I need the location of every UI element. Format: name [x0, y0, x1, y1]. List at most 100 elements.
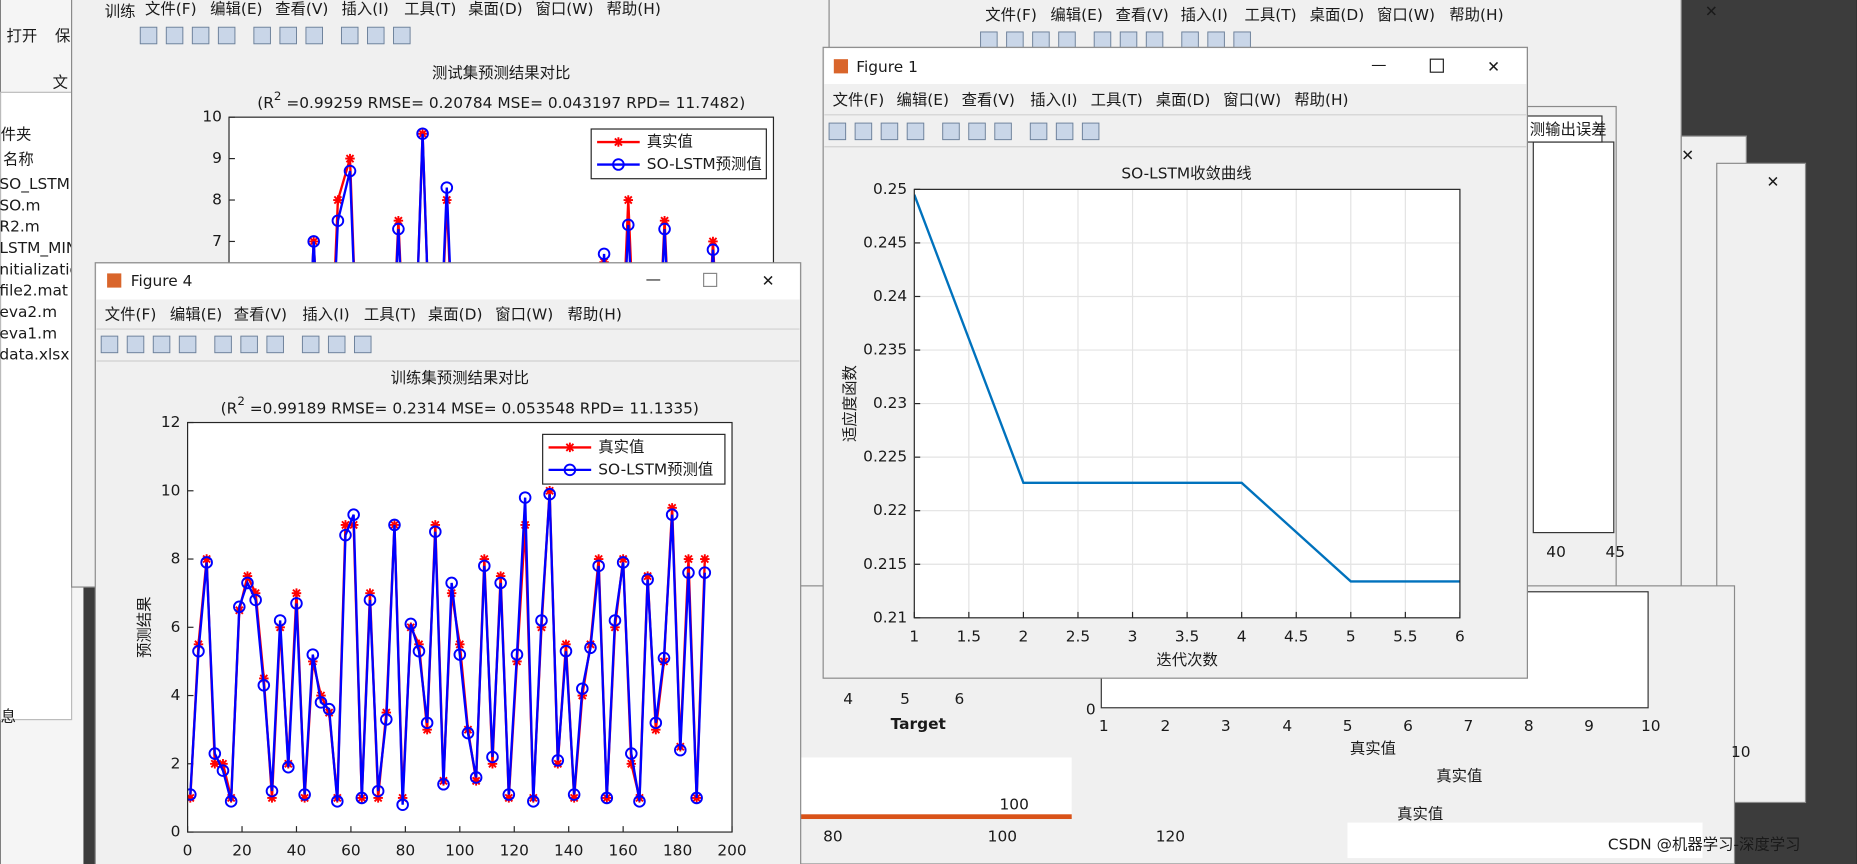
menu-item[interactable]: 帮助(H) [607, 0, 661, 18]
toolbar-icon[interactable] [214, 335, 232, 354]
marker [298, 788, 311, 801]
menu-item[interactable]: 文件(F) [833, 91, 885, 109]
menu-item[interactable]: 文件(F) [105, 305, 157, 323]
toolbar-icon[interactable] [1029, 122, 1048, 141]
toolbar-icon[interactable] [994, 122, 1012, 141]
marker [355, 791, 369, 805]
toolbar-icon[interactable] [139, 26, 158, 45]
marker [553, 759, 563, 769]
menu-item[interactable]: 查看(V) [962, 91, 1015, 109]
menu-item[interactable]: 桌面(D) [468, 0, 523, 18]
toolbar-icon[interactable] [1058, 31, 1076, 49]
toolbar-icon[interactable] [253, 26, 271, 45]
toolbar-icon[interactable] [152, 335, 171, 354]
menu-item[interactable]: 文件(F) [145, 0, 197, 18]
toolbar-icon[interactable] [178, 335, 197, 354]
toolbar-icon[interactable] [1145, 31, 1164, 49]
maximize-button[interactable] [1429, 58, 1444, 73]
menu-item[interactable]: 帮助(H) [1449, 6, 1503, 24]
toolbar-icon[interactable] [367, 26, 385, 45]
menu-item[interactable]: 桌面(D) [1310, 6, 1365, 24]
toolbar-icon[interactable] [327, 335, 346, 354]
toolbar-icon[interactable] [279, 26, 297, 45]
toolbar-icon[interactable] [1181, 31, 1199, 49]
menu-item[interactable]: 帮助(H) [1294, 91, 1348, 109]
y-tick-label: 6 [171, 618, 181, 636]
toolbar-icon[interactable] [1093, 31, 1112, 49]
maximize-button[interactable] [703, 272, 718, 288]
minimize-button[interactable]: — [1371, 56, 1386, 74]
toolbar-icon[interactable] [100, 335, 119, 354]
marker [682, 566, 695, 579]
menu-item[interactable]: 编辑(E) [170, 305, 222, 323]
toolbar-icon[interactable] [828, 122, 847, 141]
x-tick-label: 1.5 [957, 627, 981, 645]
marker [380, 713, 393, 726]
menu-item[interactable]: 窗口(W) [536, 0, 594, 18]
menu-item[interactable]: 插入(I) [302, 305, 349, 323]
close-button[interactable]: ✕ [1705, 2, 1718, 20]
toolbar-icon[interactable] [240, 335, 258, 354]
marker [504, 793, 514, 803]
toolbar-icon[interactable] [1006, 31, 1024, 49]
close-button[interactable]: ✕ [1681, 147, 1694, 165]
menu-item[interactable]: 查看(V) [275, 0, 328, 18]
toolbar-icon[interactable] [1119, 31, 1138, 49]
file-name: file2.mat [0, 282, 68, 300]
toolbar-icon[interactable] [393, 26, 411, 45]
toolbar-icon[interactable] [266, 335, 284, 354]
toolbar-icon[interactable] [353, 335, 372, 354]
menu-item[interactable]: 查看(V) [1116, 6, 1169, 24]
menu-item[interactable]: 工具(T) [404, 0, 456, 18]
toolbar-icon[interactable] [126, 335, 145, 354]
menu-item[interactable]: 窗口(W) [1223, 91, 1281, 109]
menu-item[interactable]: 工具(T) [1091, 91, 1143, 109]
toolbar-icon[interactable] [1081, 122, 1100, 141]
toolbar-icon[interactable] [980, 31, 998, 49]
toolbar-icon[interactable] [191, 26, 210, 45]
menu-item[interactable]: 窗口(W) [1377, 6, 1435, 24]
menu-item[interactable]: 插入(I) [1030, 91, 1077, 109]
toolbar-icon[interactable] [880, 122, 899, 141]
toolbar-icon[interactable] [1032, 31, 1050, 49]
menu-item[interactable]: 桌面(D) [428, 305, 483, 323]
menu-item[interactable]: 工具(T) [364, 305, 416, 323]
marker [453, 648, 467, 661]
marker [345, 153, 355, 164]
close-button[interactable]: ✕ [762, 272, 775, 290]
marker [422, 724, 432, 735]
toolbar-icon[interactable] [217, 26, 236, 45]
menu-item[interactable]: 插入(I) [1181, 6, 1228, 24]
toolbar-icon[interactable] [942, 122, 960, 141]
marker [674, 743, 687, 757]
x-tick-label: 180 [663, 841, 692, 859]
toolbar-icon[interactable] [165, 26, 184, 45]
close-button[interactable]: ✕ [1487, 58, 1500, 76]
toolbar-icon[interactable] [968, 122, 986, 141]
menu-item[interactable]: 编辑(E) [210, 0, 262, 18]
toolbar-icon[interactable] [340, 26, 359, 45]
close-button[interactable]: ✕ [1766, 173, 1779, 191]
menu-item[interactable]: 桌面(D) [1156, 91, 1211, 109]
menu-item[interactable]: 编辑(E) [897, 91, 949, 109]
menu-item[interactable]: 插入(I) [341, 0, 388, 18]
toolbar-icon[interactable] [301, 335, 320, 354]
menu-item[interactable]: 工具(T) [1245, 6, 1297, 24]
marker [658, 222, 671, 236]
menu-item[interactable]: 查看(V) [234, 305, 287, 323]
toolbar-icon[interactable] [1233, 31, 1251, 49]
toolbar-label: 打开 [7, 27, 38, 45]
menu-item[interactable]: 文件(F) [985, 6, 1037, 24]
marker [708, 236, 718, 247]
toolbar-icon[interactable] [906, 122, 925, 141]
minimize-button[interactable]: — [646, 270, 661, 288]
menu-item[interactable]: 窗口(W) [495, 305, 553, 323]
marker [690, 791, 703, 805]
menu-item[interactable]: 编辑(E) [1050, 6, 1102, 24]
marker [373, 793, 383, 803]
menu-item[interactable]: 帮助(H) [568, 305, 622, 323]
toolbar-icon[interactable] [305, 26, 323, 45]
toolbar-icon[interactable] [854, 122, 873, 141]
toolbar-icon[interactable] [1055, 122, 1074, 141]
toolbar-icon[interactable] [1207, 31, 1225, 49]
